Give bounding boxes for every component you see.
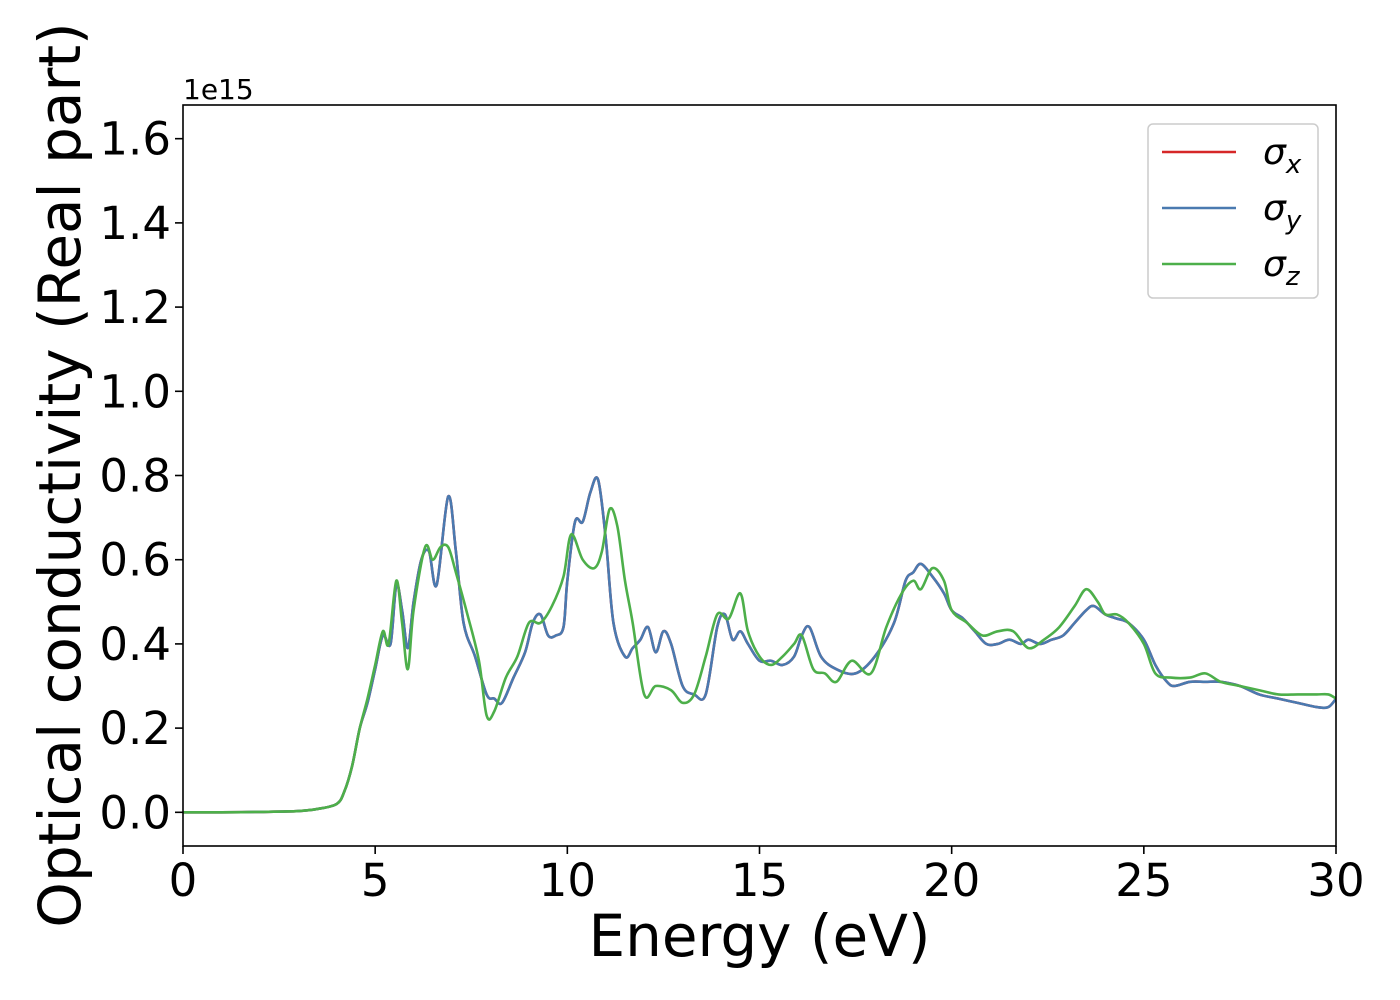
legend-subscript: z — [1285, 262, 1301, 292]
x-tick-label: 0 — [169, 854, 198, 907]
x-tick-label: 15 — [731, 854, 788, 907]
legend-subscript: y — [1285, 206, 1302, 236]
y-axis-label: Optical conductivity (Real part) — [26, 22, 94, 927]
y-tick-label: 1.2 — [99, 281, 171, 334]
series-layer — [183, 476, 1336, 814]
x-tick-label: 25 — [1115, 854, 1172, 907]
x-tick-label: 5 — [361, 854, 390, 907]
legend-symbol: σ — [1263, 244, 1287, 285]
legend-label-z: σz — [1263, 244, 1301, 292]
y-tick-label: 0.0 — [99, 786, 171, 839]
x-axis-label: Energy (eV) — [588, 902, 930, 970]
legend-subscript: x — [1285, 150, 1302, 180]
legend-symbol: σ — [1263, 132, 1287, 173]
x-axis: 0 5 10 15 20 25 30 — [169, 846, 1365, 907]
x-tick-label: 10 — [539, 854, 596, 907]
y-tick-label: 1.6 — [99, 113, 171, 166]
y-tick-label: 0.2 — [99, 702, 171, 755]
legend-box — [1147, 123, 1319, 299]
y-tick-label: 1.0 — [99, 365, 171, 418]
legend-label-x: σx — [1263, 132, 1302, 180]
y-tick-label: 0.8 — [99, 450, 171, 503]
y-tick-label: 0.6 — [99, 534, 171, 587]
legend-symbol: σ — [1263, 188, 1287, 229]
y-tick-label: 1.4 — [99, 197, 171, 250]
y-tick-label: 0.4 — [99, 618, 171, 671]
y-offset-label: 1e15 — [183, 73, 254, 106]
series-line-z — [183, 506, 1336, 814]
x-tick-label: 20 — [923, 854, 980, 907]
y-axis: 0.0 0.2 0.4 0.6 0.8 1.0 1.2 1.4 1.6 — [99, 113, 183, 839]
x-tick-label: 30 — [1307, 854, 1364, 907]
legend-label-y: σy — [1263, 188, 1302, 236]
